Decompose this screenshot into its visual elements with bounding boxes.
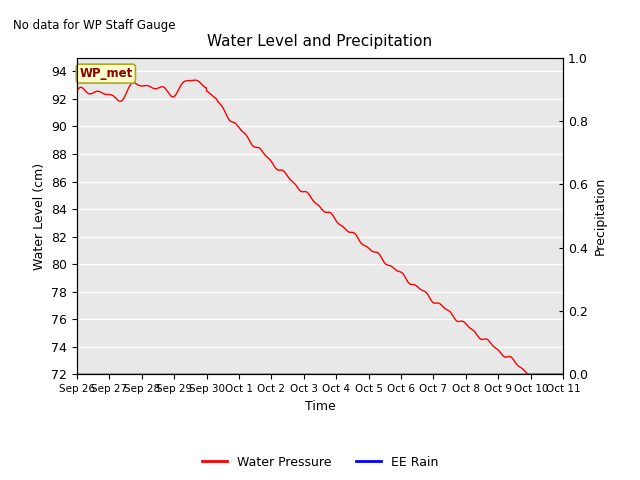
Text: No data for WP Staff Gauge: No data for WP Staff Gauge (13, 19, 175, 32)
Y-axis label: Precipitation: Precipitation (594, 177, 607, 255)
Text: WP_met: WP_met (79, 67, 132, 80)
Legend: Water Pressure, EE Rain: Water Pressure, EE Rain (196, 451, 444, 474)
Title: Water Level and Precipitation: Water Level and Precipitation (207, 35, 433, 49)
Y-axis label: Water Level (cm): Water Level (cm) (33, 162, 45, 270)
X-axis label: Time: Time (305, 400, 335, 413)
